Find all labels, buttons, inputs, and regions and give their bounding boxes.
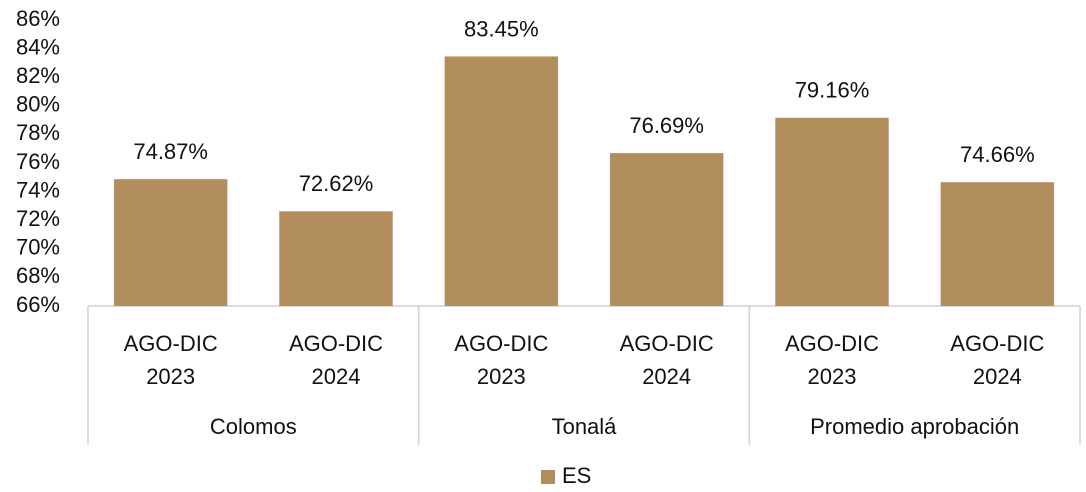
y-tick-label: 86% — [16, 6, 60, 31]
data-label: 74.87% — [133, 139, 208, 164]
data-label: 83.45% — [464, 16, 539, 41]
bar — [609, 153, 724, 306]
y-tick-label: 70% — [16, 235, 60, 260]
x-tick-label: AGO-DIC 2023 — [785, 331, 879, 389]
y-tick-label: 82% — [16, 63, 60, 88]
x-tick-label: AGO-DIC 2023 — [454, 331, 548, 389]
y-tick-label: 78% — [16, 120, 60, 145]
x-tick-label: AGO-DIC 2024 — [950, 331, 1044, 389]
legend-swatch — [541, 470, 555, 484]
group-label: Promedio aprobación — [810, 414, 1019, 439]
bar — [775, 117, 889, 306]
data-label: 74.66% — [960, 142, 1035, 167]
data-label: 79.16% — [795, 78, 870, 103]
x-tick-label: AGO-DIC 2024 — [289, 331, 383, 389]
y-tick-label: 84% — [16, 34, 60, 59]
data-label: 76.69% — [629, 113, 704, 138]
y-tick-label: 76% — [16, 149, 60, 174]
group-label: Colomos — [210, 414, 297, 439]
bar — [940, 182, 1055, 306]
legend-label: ES — [562, 463, 591, 488]
y-tick-label: 74% — [16, 177, 60, 202]
bar — [279, 211, 393, 306]
y-tick-label: 68% — [16, 263, 60, 288]
x-tick-label: AGO-DIC 2023 — [124, 331, 218, 389]
bar — [113, 179, 228, 306]
bar — [444, 56, 559, 307]
data-label: 72.62% — [299, 171, 374, 196]
group-label: Tonalá — [552, 414, 618, 439]
y-tick-label: 80% — [16, 92, 60, 117]
x-tick-label: AGO-DIC 2024 — [620, 331, 714, 389]
y-tick-label: 66% — [16, 292, 60, 317]
y-tick-label: 72% — [16, 206, 60, 231]
